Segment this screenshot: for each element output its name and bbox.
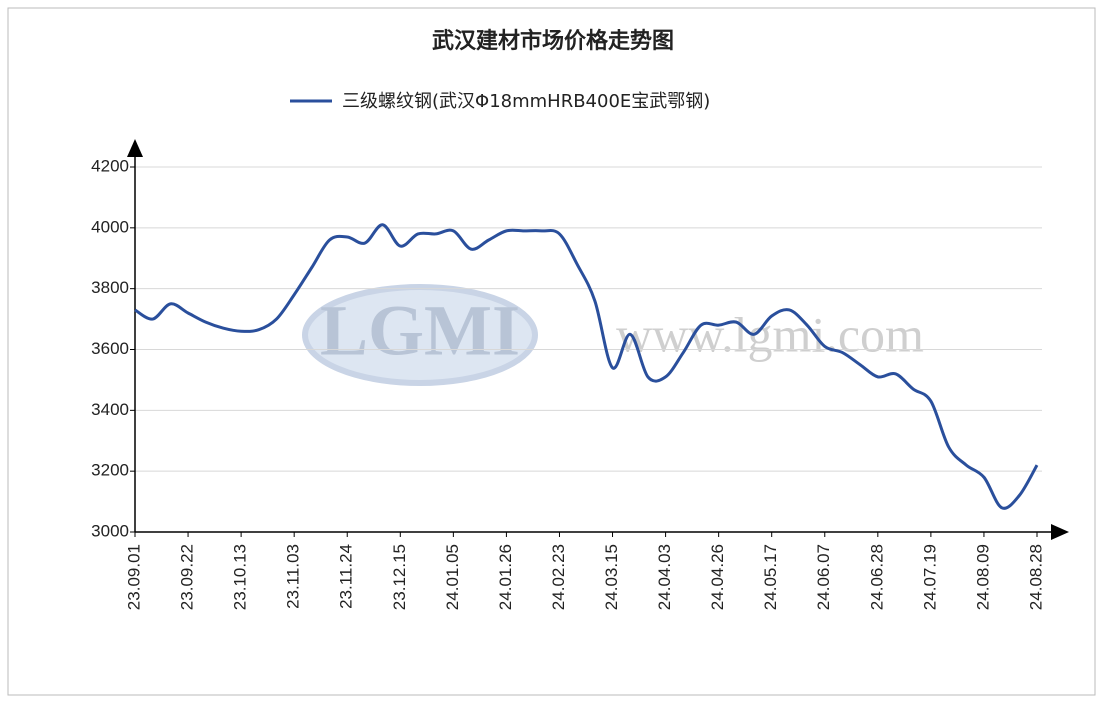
y-tick-label: 3600	[91, 339, 129, 358]
x-tick-label: 24.03.15	[602, 544, 621, 610]
x-tick-label: 24.07.19	[920, 544, 939, 610]
y-tick-label: 3400	[91, 400, 129, 419]
y-tick-label: 4000	[91, 217, 129, 236]
x-tick-label: 24.05.17	[761, 544, 780, 610]
x-tick-label: 23.09.22	[178, 544, 197, 610]
watermark-logo: LGMI	[320, 291, 520, 371]
x-tick-label: 24.06.28	[867, 544, 886, 610]
x-tick-label: 23.09.01	[124, 544, 143, 610]
watermark-url: www.lgmi.com	[616, 306, 924, 362]
x-tick-label: 24.04.03	[655, 544, 674, 610]
x-tick-label: 24.01.26	[496, 544, 515, 610]
y-tick-label: 3800	[91, 278, 129, 297]
watermark-logo-bg	[302, 284, 538, 386]
legend-label: 三级螺纹钢(武汉Φ18mmHRB400E宝武鄂钢)	[342, 91, 710, 112]
x-tick-label: 23.11.24	[337, 544, 356, 609]
frame	[7, 7, 1096, 696]
y-axis-arrow	[127, 139, 143, 157]
x-tick-label: 23.12.15	[390, 544, 409, 610]
x-tick-label: 24.01.05	[443, 544, 462, 610]
x-tick-label: 24.04.26	[708, 544, 727, 610]
y-tick-label: 3000	[91, 521, 129, 540]
y-tick-label: 4200	[91, 156, 129, 175]
x-tick-label: 24.06.07	[814, 544, 833, 610]
x-tick-label: 23.11.03	[284, 544, 303, 609]
chart-title: 武汉建材市场价格走势图	[432, 28, 674, 54]
series-line	[134, 223, 1039, 510]
x-axis-arrow	[1051, 524, 1069, 540]
x-tick-label: 24.08.09	[973, 544, 992, 610]
x-tick-label: 24.02.23	[549, 544, 568, 610]
y-tick-label: 3200	[91, 461, 129, 480]
x-tick-label: 24.08.28	[1026, 544, 1045, 610]
x-tick-label: 23.10.13	[231, 544, 250, 610]
